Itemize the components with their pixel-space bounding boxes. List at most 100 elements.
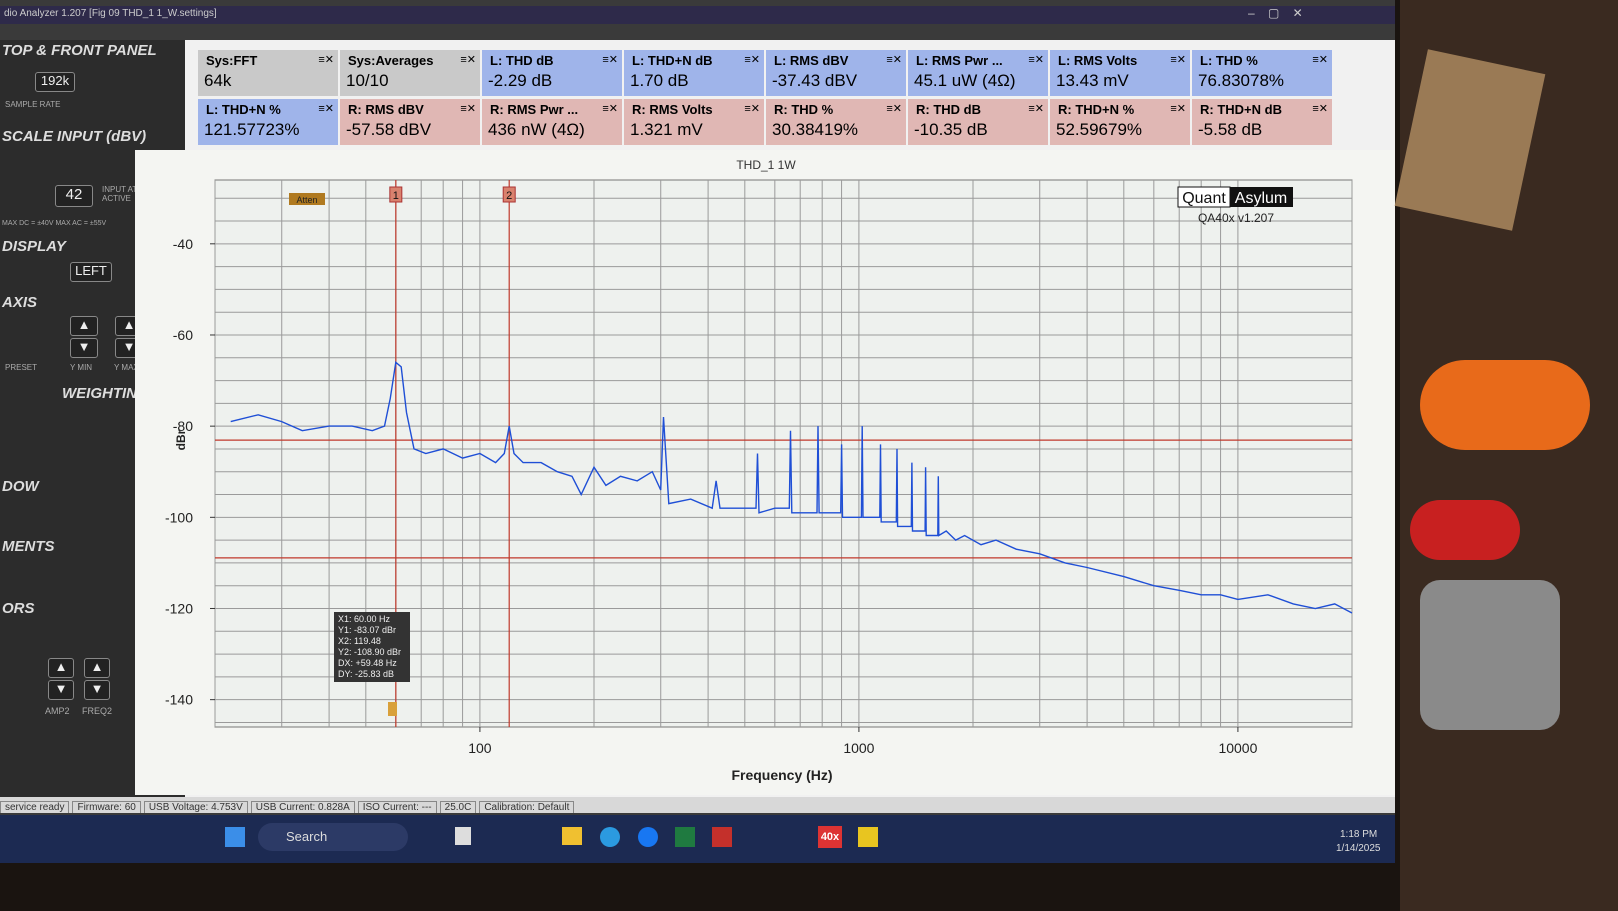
metric-tile: R: THD+N dB -5.58 dB ≡✕ — [1192, 99, 1332, 145]
app-icon[interactable] — [455, 827, 471, 845]
cursor-marker-label: 1 — [393, 190, 399, 202]
metric-tile: R: RMS Pwr ... 436 nW (4Ω) ≡✕ — [482, 99, 622, 145]
button[interactable]: ▼ — [84, 680, 110, 700]
x-tick-label: 100 — [468, 740, 492, 756]
section-title: AXIS — [2, 294, 38, 311]
label: PRESET — [5, 363, 38, 372]
status-item: ISO Current: --- — [357, 801, 437, 813]
app-icon[interactable] — [712, 827, 732, 847]
logo-version: QA40x v1.207 — [1198, 211, 1274, 225]
logo-right: Asylum — [1235, 190, 1287, 207]
tile-menu[interactable]: ≡✕ — [886, 103, 902, 115]
x-tick-label: 10000 — [1218, 740, 1257, 756]
display-channel[interactable]: LEFT — [70, 262, 112, 282]
button[interactable]: ▲ — [48, 658, 74, 678]
sample-rate[interactable]: 192k — [35, 72, 75, 92]
input-atten[interactable]: 42 — [55, 185, 93, 207]
status-item: service ready — [0, 801, 70, 813]
atten-box — [289, 193, 325, 205]
app-icon[interactable] — [562, 827, 582, 845]
search-box[interactable]: Search — [258, 823, 408, 851]
metric-value: 10/10 — [346, 71, 389, 90]
metric-tile: L: THD+N % 121.57723% ≡✕ — [198, 99, 338, 145]
metric-tile: R: THD % 30.38419% ≡✕ — [766, 99, 906, 145]
tile-menu[interactable]: ≡✕ — [744, 54, 760, 66]
tile-menu[interactable]: ≡✕ — [602, 103, 618, 115]
cursor-marker-label: 2 — [506, 190, 512, 202]
logo-right-bg — [1230, 187, 1293, 207]
metric-label: Sys:Averages — [348, 53, 434, 68]
status-item: USB Current: 0.828A — [250, 801, 355, 813]
metric-value: 76.83078% — [1198, 71, 1285, 90]
app-icon[interactable] — [600, 827, 620, 847]
tile-menu[interactable]: ≡✕ — [460, 54, 476, 66]
y-axis-label: dBr — [174, 429, 188, 450]
button[interactable]: ▼ — [48, 680, 74, 700]
app-icon[interactable] — [638, 827, 658, 847]
photo-background — [1394, 0, 1618, 911]
tile-menu[interactable]: ≡✕ — [1312, 103, 1328, 115]
y-tick-label: -100 — [165, 509, 193, 525]
metric-label: R: RMS dBV — [348, 102, 424, 117]
button[interactable]: ▲ — [70, 316, 98, 336]
tile-menu[interactable]: ≡✕ — [602, 54, 618, 66]
tile-menu[interactable]: ≡✕ — [1028, 103, 1044, 115]
readout-box — [334, 612, 410, 682]
metric-value: -5.58 dB — [1198, 120, 1263, 139]
label: SAMPLE RATE — [5, 100, 61, 109]
cursor-marker — [389, 186, 403, 203]
metric-label: R: THD+N % — [1058, 102, 1135, 117]
metric-tile: Sys:FFT 64k ≡✕ — [198, 50, 338, 96]
section-title: MENTS — [2, 538, 55, 555]
status-item: USB Voltage: 4.753V — [143, 801, 248, 813]
taskbar: Search 40x 1:18 PM 1/14/2025 — [0, 815, 1395, 863]
metric-value: 64k — [204, 71, 232, 90]
metric-value: 1.321 mV — [630, 120, 703, 139]
metric-value: -37.43 dBV — [772, 71, 858, 90]
label: Y MAX — [114, 363, 139, 372]
tile-menu[interactable]: ≡✕ — [1312, 54, 1328, 66]
tile-menu[interactable]: ≡✕ — [318, 103, 334, 115]
section-title: TOP & FRONT PANEL — [2, 42, 157, 59]
metric-tile: R: THD+N % 52.59679% ≡✕ — [1050, 99, 1190, 145]
metric-value: 1.70 dB — [630, 71, 689, 90]
cursor-readout: Y2: -108.90 dBr — [338, 647, 401, 657]
metric-value: -57.58 dBV — [346, 120, 432, 139]
app-icon[interactable] — [858, 827, 878, 847]
cursor-marker — [502, 186, 516, 203]
tile-menu[interactable]: ≡✕ — [460, 103, 476, 115]
metric-label: Sys:FFT — [206, 53, 258, 68]
tile-menu[interactable]: ≡✕ — [1170, 54, 1186, 66]
tool — [1420, 580, 1560, 730]
chart-title: THD_1 1W — [736, 158, 796, 172]
metric-label: R: THD % — [774, 102, 834, 117]
y-tick-label: -40 — [173, 236, 193, 252]
app-icon[interactable]: 40x — [818, 826, 842, 848]
y-tick-label: -80 — [173, 418, 193, 434]
metric-tile: R: THD dB -10.35 dB ≡✕ — [908, 99, 1048, 145]
metric-label: L: RMS dBV — [774, 53, 849, 68]
clock-time: 1:18 PM — [1340, 829, 1378, 840]
metric-value: 13.43 mV — [1056, 71, 1129, 90]
tile-menu[interactable]: ≡✕ — [1028, 54, 1044, 66]
metric-label: L: RMS Volts — [1058, 53, 1138, 68]
button[interactable]: ▲ — [84, 658, 110, 678]
metrics-grid: Sys:FFT 64k ≡✕ Sys:Averages 10/10 ≡✕ L: THD dB… — [198, 50, 1343, 150]
start-button[interactable] — [225, 827, 245, 847]
window-controls[interactable]: – ▢ ✕ — [1248, 6, 1303, 20]
label: Y MIN — [70, 363, 93, 372]
metric-label: L: THD+N % — [206, 102, 281, 117]
cursor-readout: X1: 60.00 Hz — [338, 614, 391, 624]
tile-menu[interactable]: ≡✕ — [886, 54, 902, 66]
section-title: DOW — [2, 478, 39, 495]
button[interactable]: ▼ — [70, 338, 98, 358]
metric-label: R: RMS Volts — [632, 102, 713, 117]
tile-menu[interactable]: ≡✕ — [318, 54, 334, 66]
status-item: Calibration: Default — [479, 801, 575, 813]
app-icon[interactable] — [675, 827, 695, 847]
tile-menu[interactable]: ≡✕ — [744, 103, 760, 115]
tile-menu[interactable]: ≡✕ — [1170, 103, 1186, 115]
metric-value: 52.59679% — [1056, 120, 1143, 139]
metric-tile: L: THD % 76.83078% ≡✕ — [1192, 50, 1332, 96]
label: MAX DC = ±40V MAX AC = ±55V — [2, 220, 107, 227]
